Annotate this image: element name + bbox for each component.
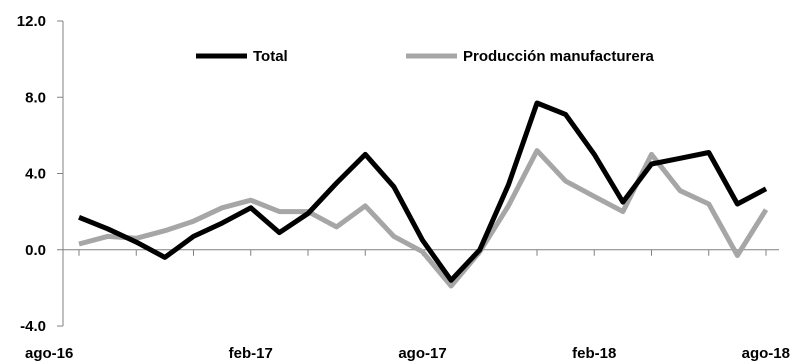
y-tick-label: -4.0 [20,318,46,335]
legend: Total Producción manufacturera [196,48,655,65]
series-line-total [78,100,768,283]
x-tick-label: feb-18 [572,345,616,362]
x-tick-label: ago-16 [25,345,73,362]
series-layer [78,100,769,289]
x-tick-label: ago-17 [398,345,446,362]
legend-label-total: Total [253,48,288,65]
y-tick-label: 4.0 [25,166,46,183]
legend-label-manufacturing: Producción manufacturera [463,48,655,65]
x-tick-label: feb-17 [229,345,273,362]
series-line-manufacturing [78,148,769,289]
x-tick-label: ago-18 [742,345,790,362]
x-axis: ago-16 feb-17 ago-17 feb-18 ago-18 [25,249,790,362]
y-tick-label: 0.0 [25,242,46,259]
y-tick-label: 12.0 [17,13,46,30]
y-tick-label: 8.0 [25,89,46,106]
y-axis: 12.0 8.0 4.0 0.0 -4.0 [17,13,64,335]
